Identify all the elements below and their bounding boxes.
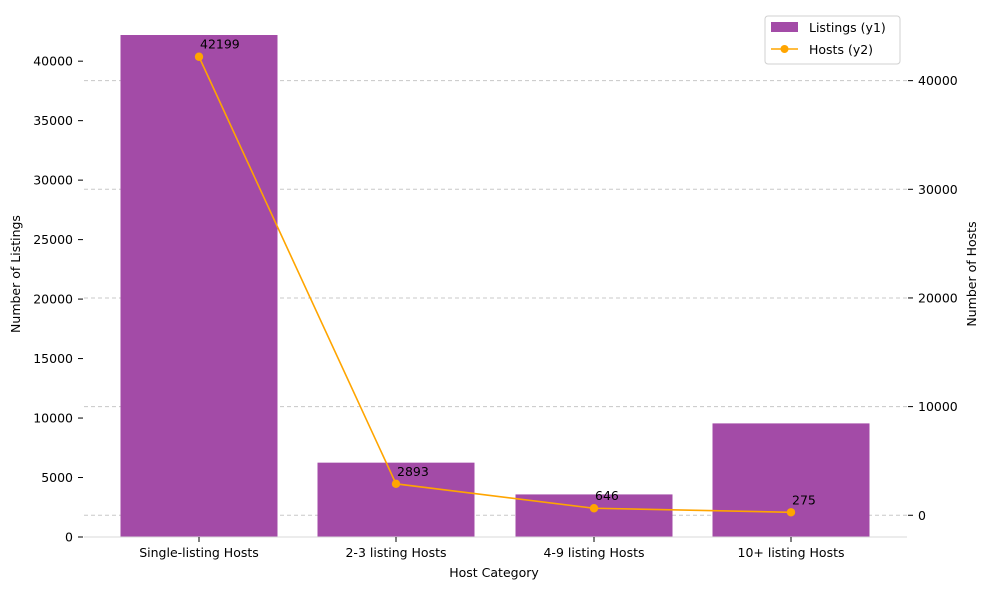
y-tick-label: 5000 [41,470,73,485]
axis-layer: 0 5000 10000 15000 20000 25000 30000 35000 40000… [33,54,958,560]
y2-tick-label: 0 [918,508,926,523]
x-axis-title: Host Category [449,565,539,580]
y-tick-label: 25000 [33,232,73,247]
y2-tick-label: 30000 [918,182,958,197]
line-layer [194,52,796,517]
legend-swatch-hosts-marker [780,45,789,53]
y2-tick-label: 10000 [918,399,958,414]
y-tick-label: 0 [65,530,73,545]
y-tick-label: 30000 [33,173,73,188]
y-tick-label: 35000 [33,113,73,128]
data-label-hosts: 42199 [200,37,240,52]
y2-tick-label: 40000 [918,73,958,88]
y-tick-label: 20000 [33,292,73,307]
data-label-hosts: 646 [595,488,619,503]
y-tick-label: 15000 [33,351,73,366]
point-hosts [194,52,204,61]
line-hosts [198,56,792,514]
bar-layer [120,35,870,537]
legend-swatch-listings [771,22,798,32]
x-tick-label: 2-3 listing Hosts [345,545,446,560]
y2-tick-label: 20000 [918,290,958,305]
x-tick-label: 4-9 listing Hosts [543,545,644,560]
point-hosts [786,508,796,517]
y2-axis-title: Number of Hosts [964,221,979,326]
y-tick-label: 40000 [33,54,73,69]
legend-label-hosts: Hosts (y2) [809,42,873,57]
legend-frame [764,15,901,65]
x-tick-label: 10+ listing Hosts [738,545,845,560]
data-label-hosts: 275 [792,492,816,507]
label-layer: 42199 2893 646 275 [200,37,816,508]
legend-label-listings: Listings (y1) [809,20,886,35]
x-tick-label: Single-listing Hosts [139,545,259,560]
y-axis-title: Number of Listings [8,215,23,333]
bar-listings [317,462,475,537]
data-label-hosts: 2893 [397,464,429,479]
legend: Listings (y1) Hosts (y2) [764,15,901,65]
point-hosts [589,504,599,513]
y-tick-label: 10000 [33,411,73,426]
bar-listings [120,35,278,537]
point-hosts [391,479,401,489]
bar-listings [712,423,870,537]
